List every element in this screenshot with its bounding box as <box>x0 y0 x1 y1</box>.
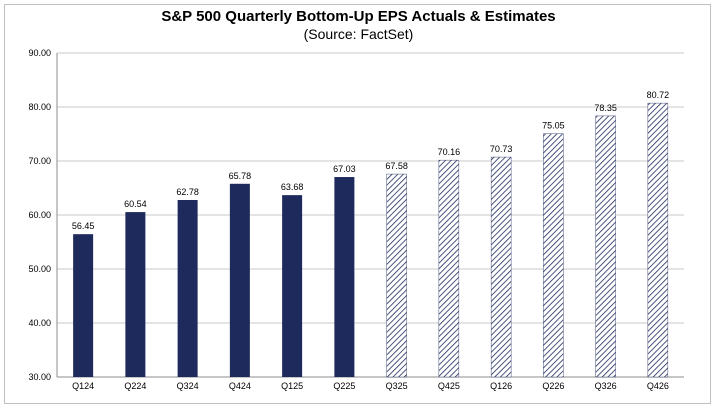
bar-q224 <box>125 212 146 377</box>
y-tick-label: 80.00 <box>28 102 51 112</box>
bar-q325 <box>386 173 407 378</box>
bar-q226 <box>543 133 564 378</box>
x-tick-label: Q324 <box>177 381 199 391</box>
x-tick-label: Q224 <box>124 381 146 391</box>
y-tick-label: 90.00 <box>28 48 51 58</box>
chart-frame <box>4 4 711 404</box>
data-label: 75.05 <box>542 121 565 131</box>
y-tick-label: 40.00 <box>28 318 51 328</box>
data-label: 62.78 <box>176 187 199 197</box>
bar-q326 <box>595 115 616 378</box>
chart-subtitle: (Source: FactSet) <box>303 26 414 42</box>
bar-q225 <box>334 177 355 377</box>
y-tick-label: 70.00 <box>28 156 51 166</box>
data-label: 60.54 <box>124 199 147 209</box>
x-tick-label: Q424 <box>229 381 251 391</box>
x-tick-label: Q125 <box>281 381 303 391</box>
y-tick-label: 30.00 <box>28 372 51 382</box>
bar-q124 <box>73 234 94 377</box>
bar-q424 <box>229 183 250 377</box>
x-tick-label: Q225 <box>333 381 355 391</box>
y-tick-label: 50.00 <box>28 264 51 274</box>
data-label: 56.45 <box>72 221 95 231</box>
x-tick-label: Q124 <box>72 381 94 391</box>
x-tick-label: Q226 <box>542 381 564 391</box>
data-label: 80.72 <box>647 90 670 100</box>
x-tick-label: Q326 <box>595 381 617 391</box>
y-tick-label: 60.00 <box>28 210 51 220</box>
data-label: 65.78 <box>229 171 252 181</box>
x-tick-label: Q325 <box>386 381 408 391</box>
data-label: 63.68 <box>281 182 304 192</box>
x-tick-label: Q425 <box>438 381 460 391</box>
data-label: 70.16 <box>438 147 461 157</box>
data-label: 78.35 <box>594 103 617 113</box>
bar-q126 <box>490 156 512 378</box>
bar-q425 <box>438 159 460 378</box>
bar-q426 <box>647 102 669 378</box>
bar-q125 <box>282 195 303 377</box>
bar-q324 <box>177 199 198 377</box>
x-tick-label: Q126 <box>490 381 512 391</box>
data-label: 67.03 <box>333 164 356 174</box>
data-label: 70.73 <box>490 144 513 154</box>
chart-title: S&P 500 Quarterly Bottom-Up EPS Actuals … <box>161 8 556 25</box>
data-label: 67.58 <box>385 161 408 171</box>
x-tick-label: Q426 <box>647 381 669 391</box>
